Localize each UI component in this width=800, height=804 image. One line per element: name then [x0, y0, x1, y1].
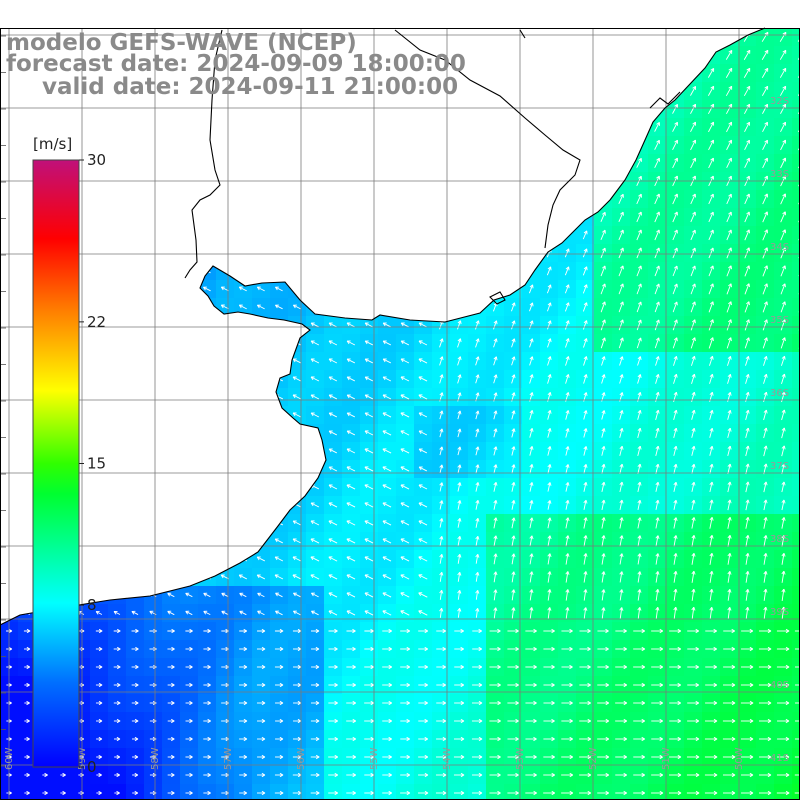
field-cell [720, 784, 739, 800]
field-cell [792, 244, 800, 263]
field-cell [522, 784, 541, 800]
field-cell [144, 784, 163, 800]
field-cell [774, 784, 793, 800]
field-cell [756, 784, 775, 800]
latitude-label: 39S [770, 607, 789, 618]
field-cell [360, 784, 379, 800]
longitude-label: 55W [369, 747, 380, 770]
forecast-date: forecast date: 2024-09-09 18:00:00 [6, 52, 466, 76]
colorbar-unit: [m/s] [33, 135, 72, 153]
field-cell [594, 784, 613, 800]
colorbar-ramp [33, 160, 79, 767]
longitude-label: 54W [442, 747, 453, 770]
field-cell [630, 784, 649, 800]
field-cell [738, 784, 757, 800]
field-cell [558, 784, 577, 800]
field-cell [648, 784, 667, 800]
field-cell [792, 586, 800, 605]
latitude-label: 32S [770, 96, 789, 107]
field-cell [792, 424, 800, 443]
longitude-label: 58W [150, 747, 161, 770]
field-cell [396, 784, 415, 800]
field-cell [792, 190, 800, 209]
field-cell [792, 370, 800, 389]
field-cell [324, 784, 343, 800]
field-cell [792, 406, 800, 425]
latitude-label: 41S [770, 753, 789, 764]
field-cell [792, 154, 800, 173]
field-cell [702, 784, 721, 800]
valid-date: valid date: 2024-09-11 21:00:00 [42, 75, 458, 99]
field-cell [792, 262, 800, 281]
field-cell [378, 784, 397, 800]
field-cell [792, 514, 800, 533]
longitude-label: 56W [296, 747, 307, 770]
field-cell [486, 784, 505, 800]
field-cell [432, 784, 451, 800]
latitude-label: 36S [770, 388, 789, 399]
field-cell [792, 316, 800, 335]
field-cell [792, 784, 800, 800]
field-cell [468, 784, 487, 800]
field-cell [180, 784, 199, 800]
colorbar-tick-label: 8 [87, 596, 97, 614]
latitude-label: 34S [770, 242, 789, 253]
latitude-label: 38S [770, 534, 789, 545]
field-cell [792, 46, 800, 65]
field-cell [792, 550, 800, 569]
field-cell [792, 64, 800, 83]
colorbar-tick-label: 0 [87, 758, 97, 776]
field-cell [792, 442, 800, 461]
field-cell [792, 478, 800, 497]
field-cell [792, 226, 800, 245]
latitude-label: 33S [770, 169, 789, 180]
field-cell [270, 784, 289, 800]
longitude-label: 51W [661, 747, 672, 770]
field-cell [342, 784, 361, 800]
colorbar-tick-label: 30 [87, 151, 106, 169]
latitude-label: 37S [770, 461, 789, 472]
field-cell [792, 352, 800, 371]
longitude-label: 60W [4, 747, 15, 770]
field-cell [234, 784, 253, 800]
field-cell [792, 100, 800, 119]
field-cell [792, 82, 800, 101]
field-cell [792, 496, 800, 515]
field-cell [792, 604, 800, 623]
colorbar-tick-label: 15 [87, 455, 106, 473]
colorbar-tick-label: 22 [87, 313, 106, 331]
field-cell [612, 784, 631, 800]
field-cell [792, 460, 800, 479]
field-cell [684, 784, 703, 800]
field-cell [792, 532, 800, 551]
longitude-label: 53W [515, 747, 526, 770]
field-cell [162, 784, 181, 800]
field-cell [540, 784, 559, 800]
field-cell [306, 784, 325, 800]
field-cell [252, 784, 271, 800]
latitude-label: 40S [770, 680, 789, 691]
field-cell [288, 784, 307, 800]
field-cell [792, 334, 800, 353]
field-cell [576, 784, 595, 800]
longitude-label: 52W [588, 747, 599, 770]
field-cell [792, 28, 800, 47]
field-cell [450, 784, 469, 800]
longitude-label: 50W [734, 747, 745, 770]
field-cell [792, 298, 800, 317]
field-cell [666, 784, 685, 800]
field-cell [198, 784, 217, 800]
field-cell [792, 208, 800, 227]
field-cell [792, 118, 800, 137]
field-cell [792, 280, 800, 299]
field-cell [792, 136, 800, 155]
latitude-label: 35S [770, 315, 789, 326]
field-cell [216, 784, 235, 800]
field-cell [792, 388, 800, 407]
field-cell [414, 784, 433, 800]
longitude-label: 57W [223, 747, 234, 770]
field-cell [792, 568, 800, 587]
